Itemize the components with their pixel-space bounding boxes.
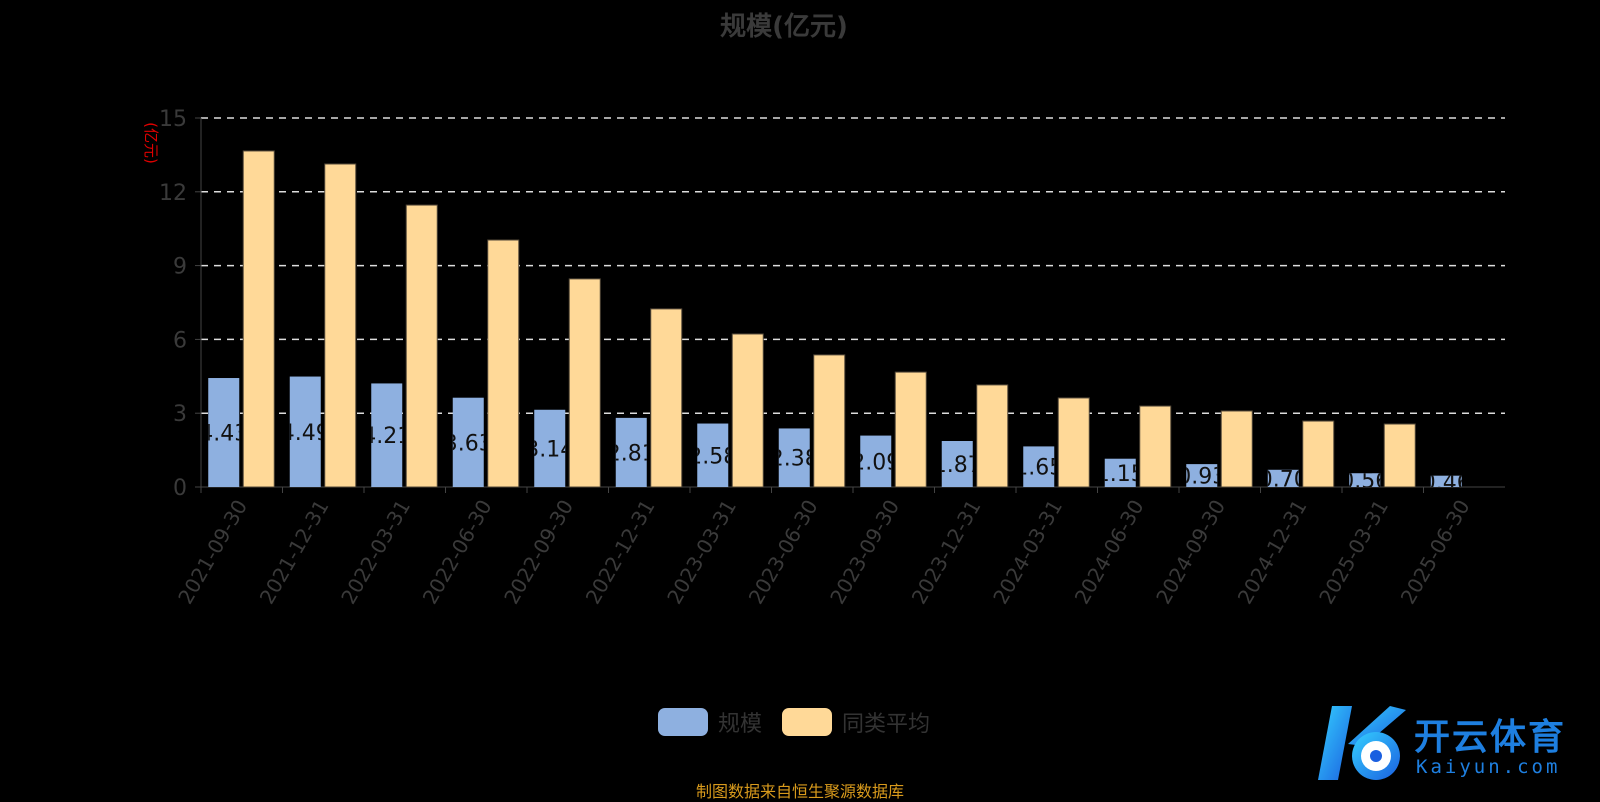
y-axis-unit-label: (亿元) [142,122,160,164]
legend-label: 同类平均 [842,712,931,737]
x-tick-label: 2022-12-31 [581,496,660,609]
bar-scale [778,428,810,487]
bar-value-label: 4.43 [199,422,248,447]
bar-scale [1104,458,1136,487]
bar-peer-average [242,150,275,488]
x-tick-label: 2022-09-30 [499,496,578,609]
bar-peer-average [650,308,683,488]
bar-peer-average [1383,423,1416,488]
bar-chart: 0 3 6 9 12 15(亿元) 2021-09-30 4.43 2021-12-31 4.49… [142,107,1505,609]
bar-peer-average [1220,410,1253,488]
bar-scale [1186,464,1218,487]
x-tick-label: 2024-12-31 [1233,496,1312,609]
bar-scale [452,397,484,487]
bar-value-label: 2.09 [851,450,900,475]
y-tick-label: 3 [173,402,187,427]
x-tick-label: 2023-06-30 [744,496,823,609]
bar-scale [1023,446,1055,487]
legend-swatch-scale [658,708,708,736]
watermark-logo: 开云体育 Kaiyun.com [1318,700,1588,790]
bar-peer-average [813,354,846,488]
kaiyun-logo-icon [1318,706,1406,780]
y-tick-label: 6 [173,328,187,353]
bar-scale [371,383,403,487]
bar-scale [289,376,321,487]
logo-text-cn: 开云体育 [1414,717,1567,758]
bar-peer-average [487,239,520,488]
bar-peer-average [1057,397,1090,488]
legend: 规模 同类平均 [658,706,930,738]
x-tick-label: 2022-03-31 [336,496,415,609]
x-tick-label: 2025-03-31 [1314,496,1393,609]
bar-scale [1267,469,1299,487]
bar-scale [1430,475,1462,487]
bar-peer-average [894,371,927,488]
bar-value-label: 1.65 [1014,456,1063,481]
x-tick-label: 2024-09-30 [1151,496,1230,609]
bar-scale [1349,473,1381,487]
bar-scale [208,378,240,487]
bar-scale [860,435,892,487]
data-source-note: 制图数据来自恒生聚源数据库 [695,782,904,801]
chart-title: 规模(亿元) [720,12,848,42]
bar-value-label: 2.81 [607,441,656,466]
bar-value-label: 3.63 [444,431,493,456]
y-tick-label: 12 [159,181,187,206]
x-tick-label: 2024-03-31 [988,496,1067,609]
y-tick-label: 0 [173,476,187,501]
x-tick-label: 2021-12-31 [255,496,334,609]
x-tick-label: 2025-06-30 [1396,496,1475,609]
bar-value-label: 0.70 [1259,467,1308,492]
logo-text-en: Kaiyun.com [1416,756,1561,778]
bar-peer-average [324,163,357,488]
bar-value-label: 3.14 [525,437,574,462]
bar-peer-average [1302,420,1335,488]
bar-value-label: 0.56 [1340,469,1389,494]
bar-value-label: 0.93 [1177,465,1226,490]
y-tick-label: 9 [173,255,187,280]
x-tick-label: 2022-06-30 [418,496,497,609]
bar-value-label: 0.46 [1422,470,1471,495]
bar-value-label: 1.87 [933,453,982,478]
bar-peer-average [731,333,764,488]
bar-value-label: 4.49 [281,421,330,446]
bar-peer-average [976,384,1009,488]
legend-item-scale[interactable]: 规模 [658,706,762,738]
bar-scale [615,417,647,487]
x-tick-label: 2023-12-31 [907,496,986,609]
bar-value-label: 2.38 [770,447,819,472]
bar-scale [534,409,566,487]
legend-label: 规模 [718,712,763,737]
bar-scale [697,423,729,487]
legend-item-peer-average[interactable]: 同类平均 [782,706,930,738]
bar-scale [941,440,973,487]
bar-value-label: 2.58 [688,444,737,469]
bar-peer-average [405,204,438,488]
x-tick-label: 2023-03-31 [662,496,741,609]
x-tick-label: 2021-09-30 [173,496,252,609]
x-tick-label: 2024-06-30 [1070,496,1149,609]
bar-peer-average [1139,405,1172,488]
bar-peer-average [568,278,601,488]
x-tick-label: 2023-09-30 [825,496,904,609]
bar-value-label: 4.21 [362,424,411,449]
legend-swatch-peer-average [782,708,833,736]
bar-value-label: 1.15 [1096,462,1145,487]
y-tick-label: 15 [159,107,187,132]
